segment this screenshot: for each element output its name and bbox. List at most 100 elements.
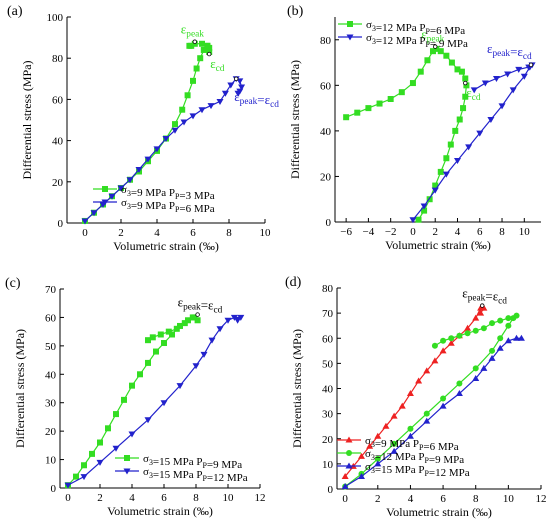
data-point	[180, 119, 188, 126]
y-tick-label: 60	[45, 312, 57, 324]
y-tick-label: 10	[45, 455, 57, 467]
x-tick-label: 4	[408, 493, 414, 505]
legend-entry: σ3=15 MPa PP=9 MPa	[143, 453, 242, 471]
data-point	[517, 334, 525, 341]
data-point	[426, 196, 433, 203]
data-point	[447, 339, 455, 346]
data-point	[105, 425, 111, 432]
y-tick-label: 50	[45, 341, 57, 353]
data-point	[407, 425, 414, 432]
x-tick-label: 2	[97, 492, 103, 504]
x-tick-label: 4	[129, 492, 135, 504]
data-point	[234, 317, 242, 324]
data-point	[448, 335, 455, 342]
x-tick-label: 12	[255, 492, 266, 504]
data-point	[417, 68, 424, 75]
annotation-label: εpeak=εcd	[487, 41, 532, 62]
data-point	[453, 158, 461, 164]
data-point	[455, 390, 463, 397]
legend-entry: σ3=15 MPa PP=12 MPa	[365, 461, 470, 479]
data-point	[186, 42, 193, 49]
data-point	[190, 77, 196, 84]
data-point	[145, 337, 151, 344]
data-point	[366, 442, 374, 449]
data-point	[357, 452, 365, 459]
data-point	[207, 103, 215, 110]
data-point	[476, 130, 484, 137]
annotation-point	[528, 62, 534, 68]
data-point	[440, 395, 447, 402]
x-axis-title: Volumetric strain (‰)	[113, 239, 219, 253]
data-point	[431, 357, 439, 364]
y-tick-label: 60	[322, 333, 334, 345]
data-point	[423, 417, 431, 424]
series-1	[65, 314, 201, 489]
data-point	[172, 121, 178, 128]
data-point	[374, 432, 382, 439]
data-point	[456, 332, 463, 339]
annotation-point	[463, 80, 468, 86]
data-point	[409, 217, 417, 224]
legend-entry: σ3=12 MPa PP=9 MPa	[365, 448, 464, 466]
y-tick-label: 20	[322, 434, 334, 446]
data-point	[505, 315, 512, 322]
data-point	[439, 402, 447, 409]
data-point	[382, 422, 390, 429]
data-point	[497, 335, 504, 342]
data-point	[452, 127, 459, 134]
data-point	[472, 314, 480, 321]
data-point	[504, 337, 512, 344]
data-point	[179, 106, 186, 113]
data-point	[165, 328, 172, 335]
data-point	[458, 68, 465, 75]
data-point	[173, 325, 180, 332]
x-tick-label: 10	[260, 227, 272, 239]
legend-marker	[124, 455, 130, 461]
data-point	[185, 317, 191, 324]
data-point	[504, 71, 512, 78]
data-point	[189, 314, 196, 321]
data-point	[456, 116, 463, 123]
x-tick-label: 6	[190, 227, 196, 239]
chart-panel-2: (b) −6 −4 −2 0 2 4 6 8 10 0 20 40 60 80 Volumetric stra…	[287, 4, 541, 252]
panel-label: (b)	[287, 4, 304, 19]
data-point	[462, 75, 469, 82]
data-point	[181, 320, 188, 327]
data-point	[189, 113, 197, 120]
data-point	[513, 334, 521, 341]
data-point	[365, 105, 372, 112]
y-tick-label: 20	[52, 177, 64, 189]
data-point	[477, 309, 485, 316]
data-point	[409, 80, 416, 87]
data-point	[390, 412, 398, 419]
series-2	[409, 62, 536, 224]
data-point	[472, 365, 479, 372]
data-point	[357, 472, 365, 479]
data-point	[198, 107, 206, 114]
data-point	[470, 87, 478, 94]
legend-marker	[123, 468, 131, 475]
data-point	[121, 396, 127, 403]
y-tick-label: 0	[328, 484, 334, 496]
data-point	[81, 462, 87, 469]
x-tick-label: −2	[385, 226, 397, 238]
series-2	[64, 314, 245, 489]
legend-entry: σ3=9 MPa PP=6 MPa	[365, 435, 459, 453]
data-point	[376, 100, 383, 107]
data-point	[161, 340, 167, 347]
data-point	[89, 450, 95, 457]
data-point	[234, 90, 242, 97]
y-axis-title: Differential stress (MPa)	[20, 60, 34, 179]
x-tick-label: 2	[118, 227, 124, 239]
annotation-label: εpeak	[181, 22, 204, 40]
data-point	[424, 57, 431, 64]
annotation-point	[433, 44, 438, 49]
data-point	[204, 42, 211, 49]
data-point	[192, 363, 200, 370]
data-point	[498, 103, 506, 110]
y-axis-title: Differential stress (MPa)	[288, 60, 302, 179]
x-tick-label: −4	[363, 226, 375, 238]
data-point	[433, 45, 440, 52]
data-point	[90, 210, 98, 217]
